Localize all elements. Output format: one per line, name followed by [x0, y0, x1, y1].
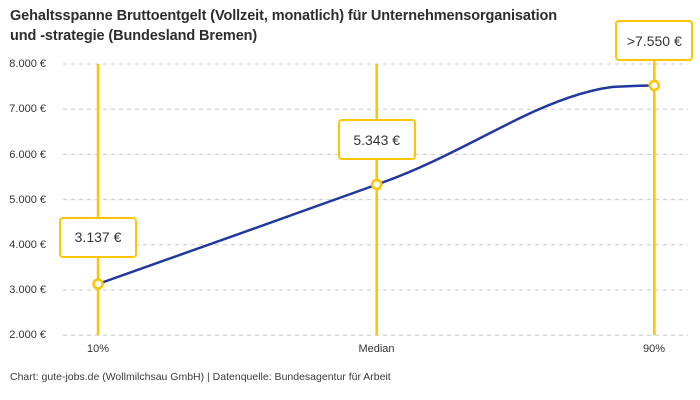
- annotation-90th-percentile: >7.550 €: [615, 20, 694, 61]
- data-point-marker-10: [92, 278, 104, 290]
- xtick-label-10: 10%: [86, 343, 110, 355]
- ytick-label: 3.000 €: [9, 284, 46, 296]
- ytick-label: 7.000 €: [9, 103, 46, 115]
- ytick-label: 6.000 €: [9, 148, 46, 161]
- ytick-label: 8.000 €: [9, 58, 46, 70]
- annotation-median: 5.343 €: [337, 119, 416, 160]
- salary-curve: [96, 84, 656, 286]
- ytick-label: 2.000 €: [9, 329, 46, 341]
- data-point-marker-90: [648, 79, 661, 92]
- data-point-markers: [92, 79, 661, 290]
- annotation-10th-percentile: 3.137 €: [59, 216, 137, 258]
- xtick-label-90: 90%: [642, 343, 666, 355]
- source-credit: Chart: gute-jobs.de (Wollmilchsau GmbH) …: [10, 371, 391, 383]
- percentile-lines: [96, 58, 656, 335]
- data-point-marker-median: [370, 178, 383, 191]
- page-title: Gehaltsspanne Bruttoentgelt (Vollzeit, m…: [10, 8, 558, 44]
- ytick-label: 4.000 €: [9, 239, 46, 251]
- ytick-label: 5.000 €: [9, 193, 46, 206]
- xtick-label-median: Median: [358, 343, 395, 355]
